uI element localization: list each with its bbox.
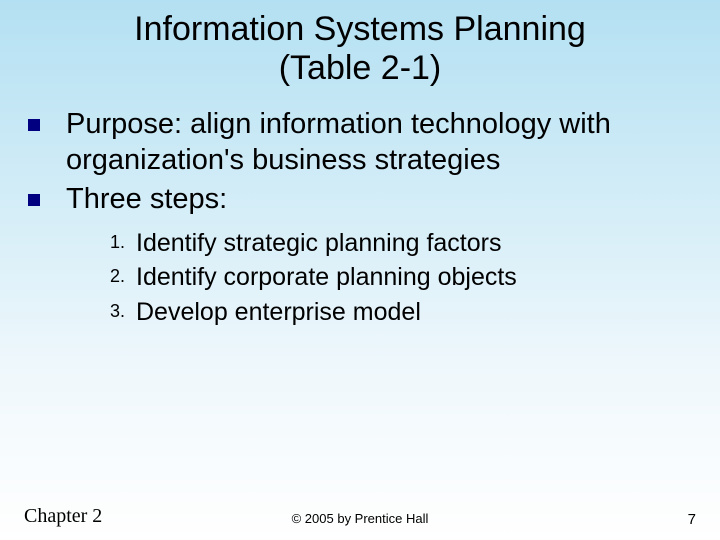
bullet-text: Three steps: bbox=[66, 181, 227, 217]
sub-number: 3. bbox=[110, 296, 136, 322]
bullet-item: Three steps: bbox=[28, 181, 692, 217]
square-bullet-icon bbox=[28, 119, 40, 131]
sub-text: Develop enterprise model bbox=[136, 296, 421, 329]
numbered-sublist: 1. Identify strategic planning factors 2… bbox=[28, 219, 692, 329]
page-number: 7 bbox=[688, 511, 696, 528]
bullet-item: Purpose: align information technology wi… bbox=[28, 106, 692, 179]
sub-text: Identify strategic planning factors bbox=[136, 227, 501, 260]
sub-item: 2. Identify corporate planning objects bbox=[110, 261, 692, 294]
sub-text: Identify corporate planning objects bbox=[136, 261, 517, 294]
copyright-text: © 2005 by Prentice Hall bbox=[292, 511, 429, 526]
slide-title: Information Systems Planning (Table 2-1) bbox=[0, 0, 720, 88]
slide-content: Purpose: align information technology wi… bbox=[0, 88, 720, 328]
sub-number: 2. bbox=[110, 261, 136, 287]
title-line2: (Table 2-1) bbox=[279, 49, 442, 87]
chapter-label: Chapter 2 bbox=[24, 505, 102, 528]
sub-item: 3. Develop enterprise model bbox=[110, 296, 692, 329]
title-line1: Information Systems Planning bbox=[134, 10, 586, 48]
sub-item: 1. Identify strategic planning factors bbox=[110, 227, 692, 260]
sub-number: 1. bbox=[110, 227, 136, 253]
square-bullet-icon bbox=[28, 194, 40, 206]
slide-footer: Chapter 2 © 2005 by Prentice Hall 7 bbox=[0, 505, 720, 528]
bullet-text: Purpose: align information technology wi… bbox=[66, 106, 692, 179]
